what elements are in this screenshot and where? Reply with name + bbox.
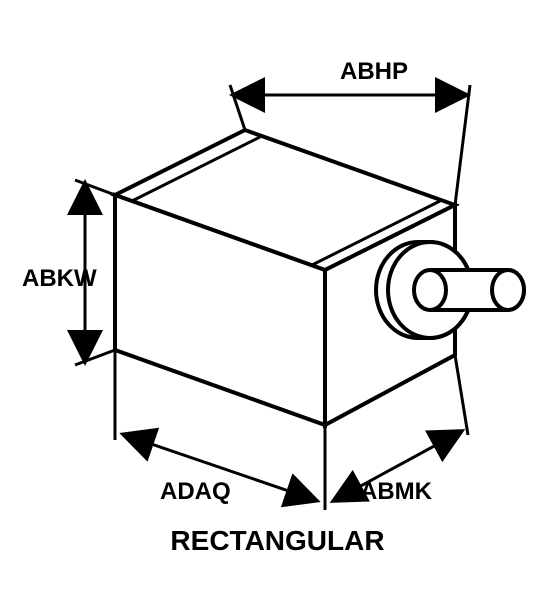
diagram-caption: RECTANGULAR [0, 525, 555, 557]
dim-label-abkw: ABKW [22, 265, 97, 293]
dim-label-adaq: ADAQ [160, 478, 231, 506]
dim-label-abhp: ABHP [340, 58, 408, 86]
shaft-end [492, 270, 524, 310]
diagram-svg [0, 0, 555, 587]
shaft-base [414, 270, 446, 310]
ext-line [455, 355, 468, 435]
technical-diagram: ABKW ABHP ADAQ ABMK RECTANGULAR [0, 0, 555, 587]
ext-line [230, 85, 245, 130]
ext-line [455, 85, 470, 205]
ext-line [75, 350, 115, 365]
ext-line [75, 180, 115, 195]
dim-label-abmk: ABMK [360, 478, 432, 506]
